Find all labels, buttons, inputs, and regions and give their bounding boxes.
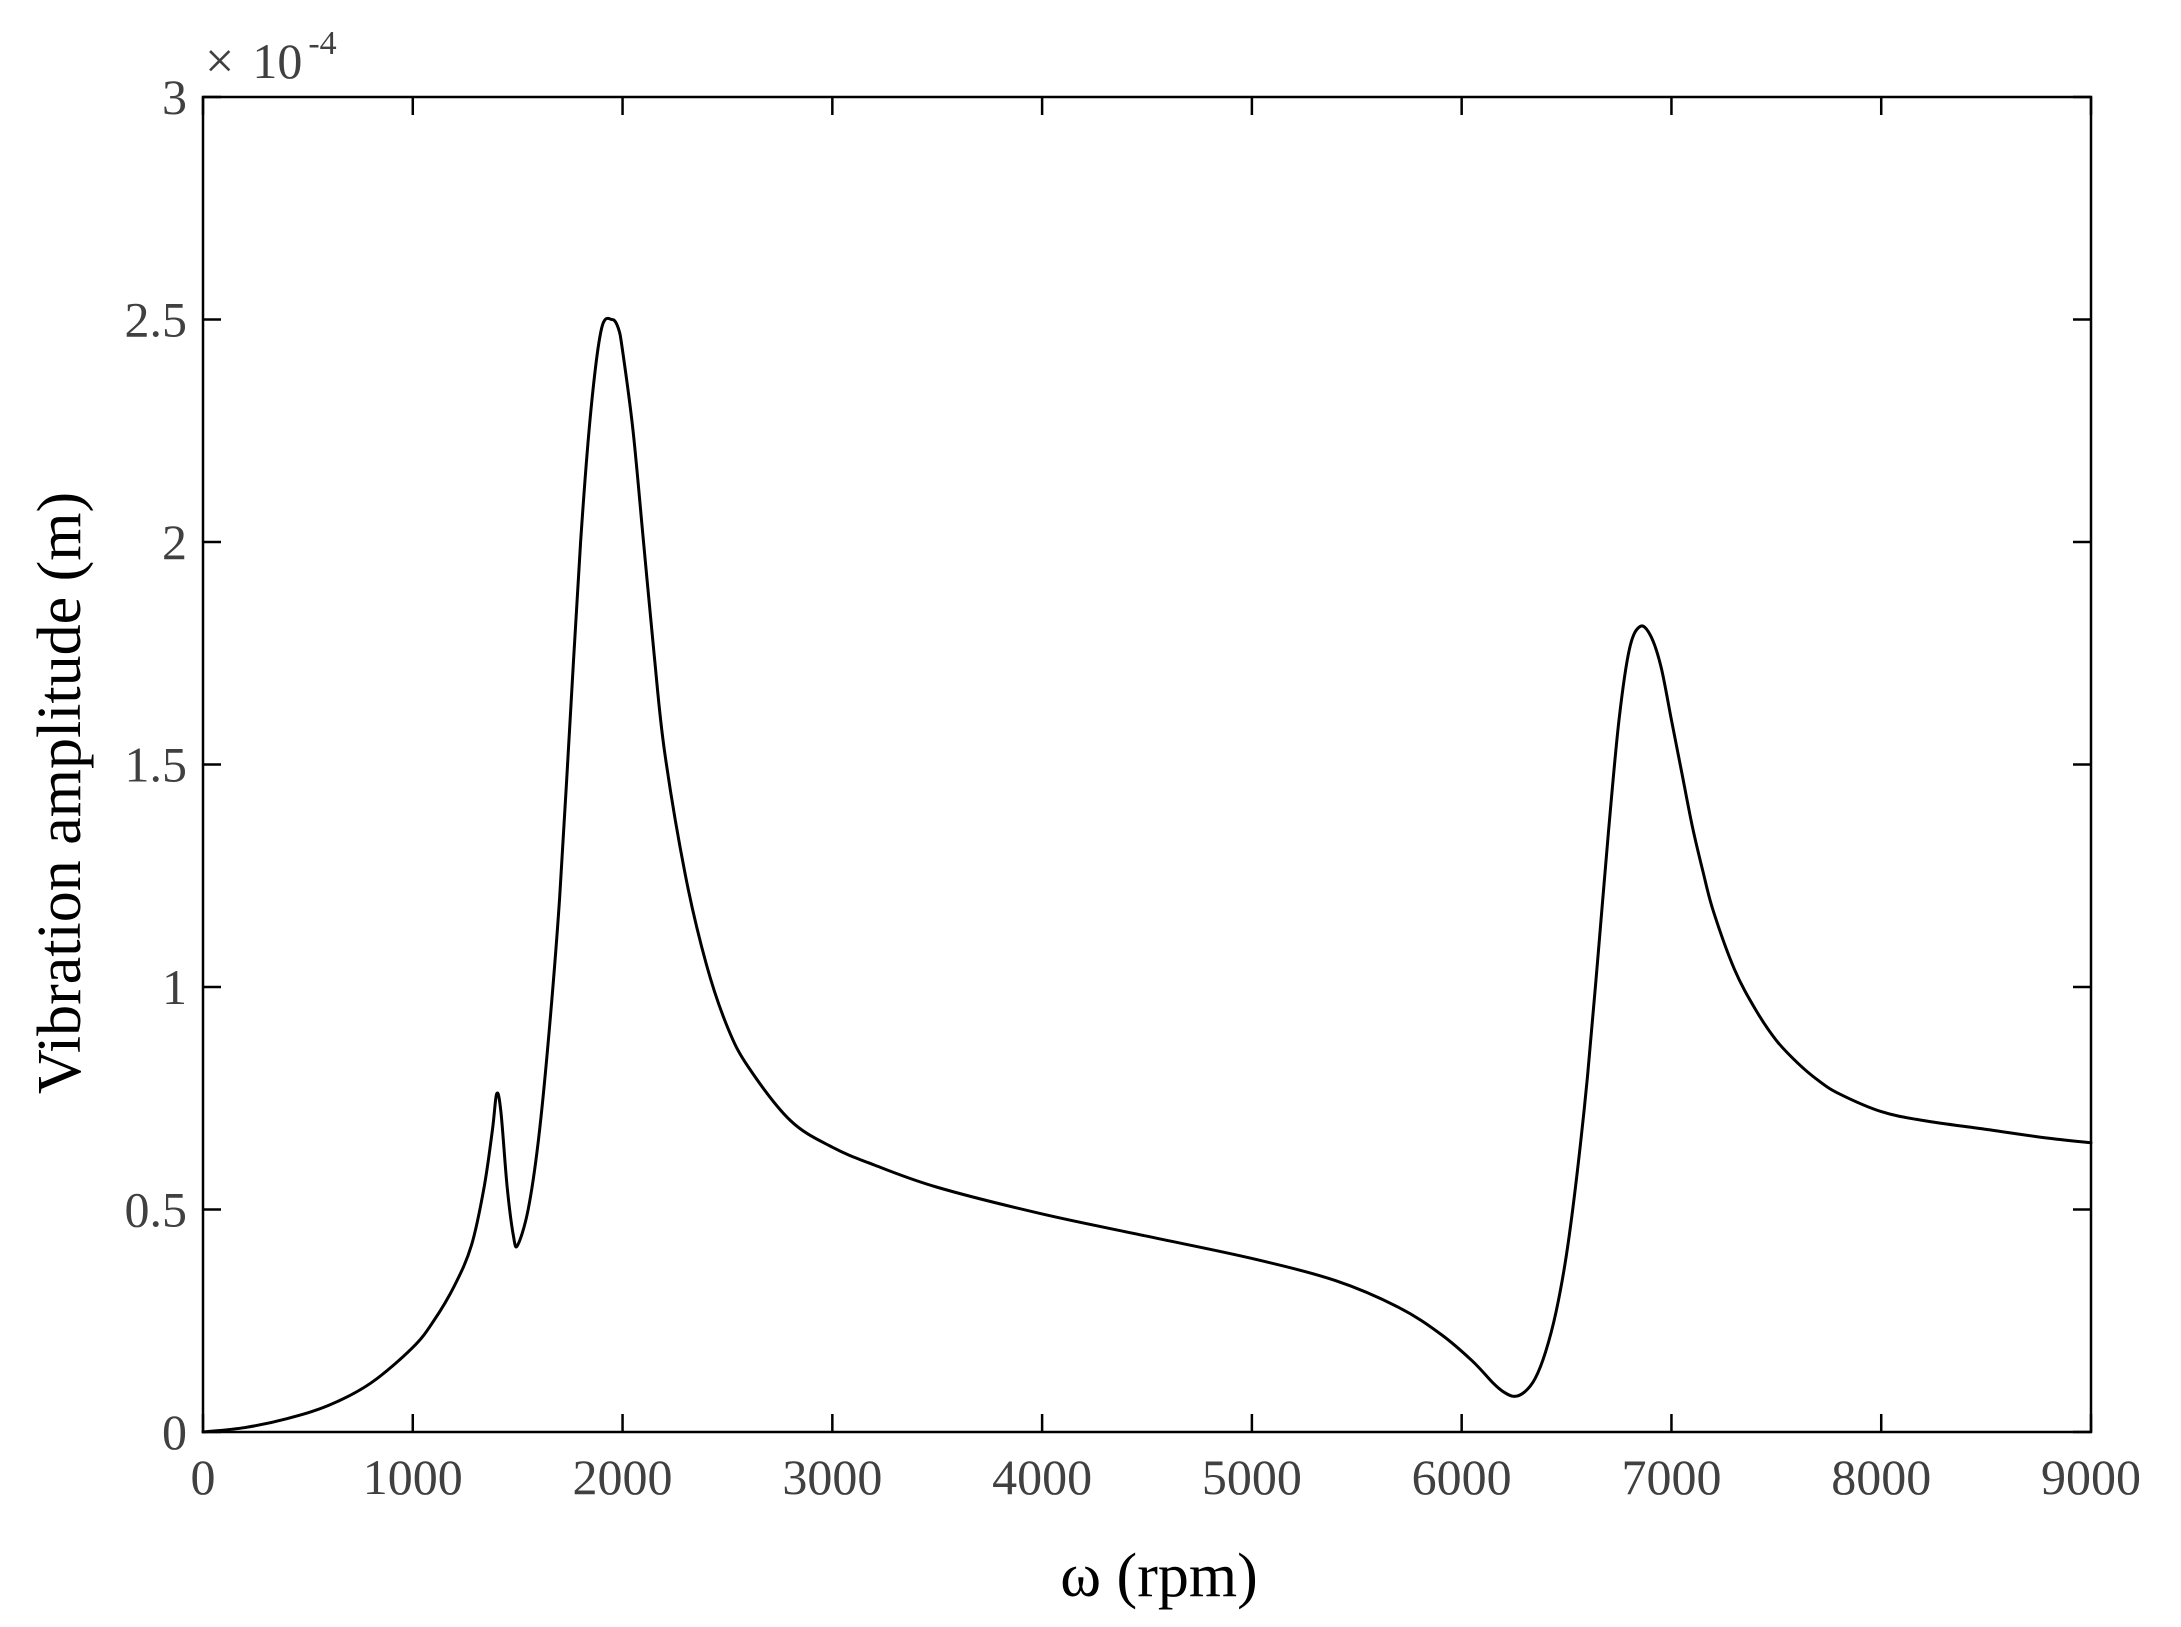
series-line (201, 316, 2093, 1434)
y-tick-label: 2 (162, 514, 187, 570)
y-axis-title: Vibration amplitude (m) (26, 492, 94, 1094)
series-layer (201, 316, 2093, 1434)
x-tick-label: 8000 (1831, 1449, 1931, 1505)
ticks-layer (201, 95, 2093, 1434)
multiplier-base: 10 (252, 33, 302, 89)
plot-frame (201, 95, 2093, 1434)
x-tick-label: 4000 (992, 1449, 1092, 1505)
y-tick-label: 1 (162, 959, 187, 1015)
y-tick-label: 0 (162, 1404, 187, 1460)
multiplier-exponent: -4 (308, 25, 336, 62)
x-tick-label: 6000 (1412, 1449, 1512, 1505)
y-tick-label: 3 (162, 69, 187, 125)
x-tick-label: 3000 (782, 1449, 882, 1505)
y-tick-label: 1.5 (125, 737, 188, 793)
x-tick-label: 0 (191, 1449, 216, 1505)
x-axis-title: ω (rpm) (1060, 1542, 1257, 1610)
y-axis-multiplier: × 10 -4 (205, 25, 337, 90)
x-tick-label: 7000 (1621, 1449, 1721, 1505)
multiplier-times: × (205, 33, 234, 90)
x-tick-label: 2000 (573, 1449, 673, 1505)
labels-layer: 0 1000 2000 3000 4000 5000 6000 7000 8000 9000 0 0.… (125, 69, 2142, 1505)
y-tick-label: 2.5 (125, 292, 188, 348)
y-tick-label: 0.5 (125, 1182, 188, 1238)
x-tick-label: 1000 (363, 1449, 463, 1505)
x-tick-label: 9000 (2041, 1449, 2141, 1505)
x-tick-label: 5000 (1202, 1449, 1302, 1505)
